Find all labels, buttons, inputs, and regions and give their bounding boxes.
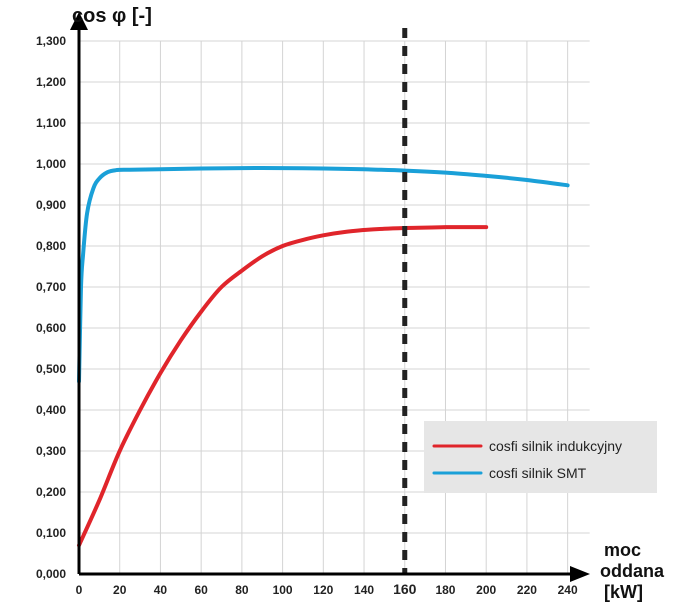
x-tick-label: 100 bbox=[273, 583, 293, 597]
series-line-induction bbox=[77, 225, 489, 548]
x-tick-label: 0 bbox=[76, 583, 83, 597]
y-tick-label: 1,300 bbox=[36, 34, 66, 48]
x-axis-title: moc oddana [kW] bbox=[600, 540, 665, 602]
x-tick-label: 140 bbox=[354, 583, 374, 597]
x-tick-label: 80 bbox=[235, 583, 249, 597]
y-tick-labels: 0,000 0,100 0,200 0,300 0,400 0,500 0,600 0,700… bbox=[36, 34, 66, 581]
x-tick-label: 180 bbox=[435, 583, 455, 597]
y-tick-label: 0,200 bbox=[36, 485, 66, 499]
legend-label-induction: cosfi silnik indukcyjny bbox=[489, 438, 622, 454]
x-tick-label: 60 bbox=[194, 583, 208, 597]
y-tick-label: 0,900 bbox=[36, 198, 66, 212]
legend-box bbox=[424, 421, 657, 493]
y-tick-label: 0,000 bbox=[36, 567, 66, 581]
x-axis-title-line-1: moc bbox=[604, 540, 641, 560]
x-tick-label: 200 bbox=[476, 583, 496, 597]
y-tick-label: 1,100 bbox=[36, 116, 66, 130]
grid bbox=[79, 40, 590, 574]
x-axis-title-line-3: [kW] bbox=[604, 582, 643, 602]
x-tick-label: 160 bbox=[393, 581, 417, 597]
y-axis-arrow bbox=[70, 12, 88, 30]
y-tick-label: 0,100 bbox=[36, 526, 66, 540]
series-layer bbox=[77, 166, 570, 548]
x-axis-title-line-2: oddana bbox=[600, 561, 665, 581]
axes bbox=[70, 12, 590, 582]
y-tick-label: 0,400 bbox=[36, 403, 66, 417]
series-line-smt bbox=[77, 166, 570, 384]
x-tick-label: 240 bbox=[558, 583, 578, 597]
x-tick-labels: 0 20 40 60 80 100 120 140 160 180 200 220 240 bbox=[76, 581, 578, 597]
y-tick-label: 1,000 bbox=[36, 157, 66, 171]
legend: cosfi silnik indukcyjny cosfi silnik SMT bbox=[424, 421, 657, 493]
x-axis-arrow bbox=[570, 566, 590, 582]
x-tick-label: 20 bbox=[113, 583, 127, 597]
x-tick-label: 40 bbox=[154, 583, 168, 597]
x-tick-label: 120 bbox=[313, 583, 333, 597]
y-tick-label: 0,300 bbox=[36, 444, 66, 458]
y-tick-label: 0,500 bbox=[36, 362, 66, 376]
y-tick-label: 1,200 bbox=[36, 75, 66, 89]
y-tick-label: 0,800 bbox=[36, 239, 66, 253]
x-tick-label: 220 bbox=[517, 583, 537, 597]
y-axis-title: cos φ [-] bbox=[72, 5, 152, 27]
y-tick-label: 0,700 bbox=[36, 280, 66, 294]
legend-label-smt: cosfi silnik SMT bbox=[489, 465, 587, 481]
y-tick-label: 0,600 bbox=[36, 321, 66, 335]
